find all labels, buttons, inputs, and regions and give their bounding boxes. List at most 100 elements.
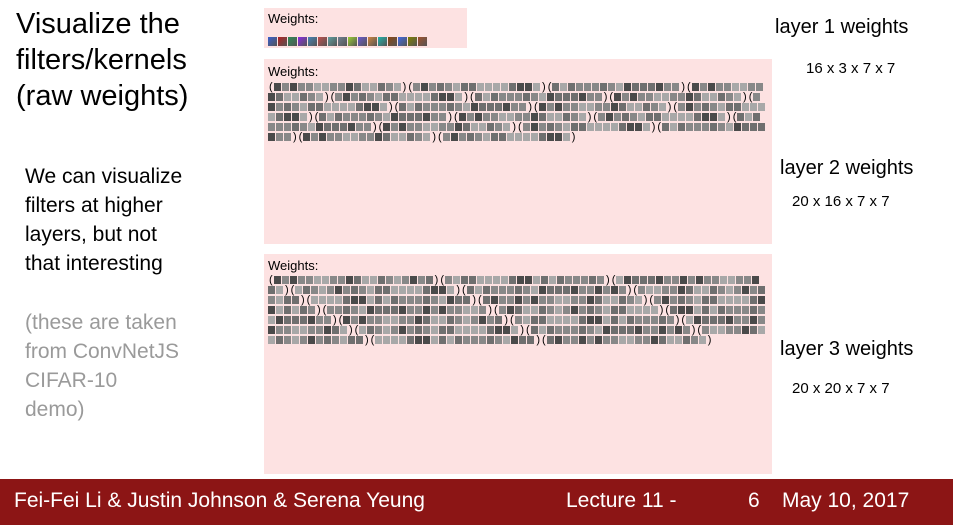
- layer3-kernel-thumbnail: [686, 286, 694, 294]
- layer3-kernel-thumbnail: [332, 326, 339, 334]
- layer3-kernel-thumbnail: [361, 276, 369, 284]
- layer3-kernel-thumbnail: [610, 336, 618, 344]
- layer2-kernel-thumbnail: [375, 93, 383, 101]
- layer2-kernel-thumbnail: [503, 123, 511, 131]
- layer2-kernel-thumbnail: [758, 123, 766, 131]
- layer2-kernel-thumbnail: [664, 83, 672, 91]
- layer2-kernel-thumbnail: [458, 133, 466, 141]
- layer1-dims-label: 16 x 3 x 7 x 7: [806, 60, 896, 77]
- layer2-kernel-thumbnail: [686, 123, 694, 131]
- layer3-kernel-thumbnail: [343, 316, 351, 324]
- layer3-kernel-thumbnail: [514, 296, 522, 304]
- layer2-kernel-thumbnail: [726, 93, 734, 101]
- layer3-filter-close-paren: ): [536, 334, 541, 346]
- layer2-kernel-thumbnail: [423, 103, 431, 111]
- layer3-kernel-thumbnail: [343, 306, 351, 314]
- layer3-kernel-thumbnail: [415, 296, 423, 304]
- layer2-kernel-thumbnail: [614, 113, 622, 121]
- layer2-kernel-thumbnail: [455, 93, 463, 101]
- layer2-kernel-thumbnail: [399, 133, 407, 141]
- layer2-kernel-thumbnail: [610, 123, 618, 131]
- layer2-kernel-thumbnail: [276, 113, 283, 121]
- layer3-kernel-thumbnail: [300, 306, 307, 314]
- layer2-kernel-thumbnail: [445, 83, 453, 91]
- layer3-kernel-thumbnail: [530, 306, 538, 314]
- layer3-kernel-thumbnail: [758, 296, 766, 304]
- layer3-kernel-thumbnail: [268, 326, 275, 334]
- layer2-kernel-thumbnail: [678, 113, 686, 121]
- layer2-kernel-thumbnail: [415, 103, 423, 111]
- layer3-kernel-thumbnail: [281, 276, 289, 284]
- layer2-kernel-thumbnail: [546, 103, 554, 111]
- layer2-kernel-thumbnail: [658, 103, 666, 111]
- layer3-kernel-thumbnail: [455, 326, 463, 334]
- layer3-kernel-thumbnail: [487, 326, 495, 334]
- layer3-kernel-thumbnail: [327, 306, 335, 314]
- layer3-kernel-thumbnail: [546, 286, 554, 294]
- layer3-kernel-thumbnail: [734, 296, 742, 304]
- layer3-kernel-thumbnail: [463, 296, 471, 304]
- layer2-kernel-thumbnail: [642, 103, 650, 111]
- layer1-filter-thumbnail: [388, 37, 397, 46]
- layer3-kernel-thumbnail: [399, 336, 407, 344]
- layer2-kernel-thumbnail: [351, 113, 359, 121]
- layer3-kernel-thumbnail: [506, 296, 514, 304]
- layer2-kernel-thumbnail: [554, 123, 562, 131]
- layer3-kernel-thumbnail: [409, 276, 417, 284]
- layer3-kernel-thumbnail: [726, 326, 734, 334]
- layer2-kernel-thumbnail: [522, 93, 530, 101]
- layer3-kernel-thumbnail: [616, 276, 624, 284]
- layer3-kernel-thumbnail: [268, 296, 275, 304]
- layer3-kernel-thumbnail: [455, 296, 463, 304]
- layer3-filter-close-paren: ): [606, 274, 610, 286]
- layer3-side-label: layer 3 weights: [780, 338, 914, 360]
- layer2-kernel-thumbnail: [670, 113, 678, 121]
- layer3-kernel-thumbnail: [423, 296, 431, 304]
- layer2-kernel-thumbnail: [276, 123, 283, 131]
- layer3-kernel-thumbnail: [674, 326, 682, 334]
- layer2-kernel-thumbnail: [506, 133, 514, 141]
- layer2-kernel-thumbnail: [694, 123, 702, 131]
- layer3-kernel-thumbnail: [268, 306, 275, 314]
- footer-bar: Fei-Fei Li & Justin Johnson & Serena Yeu…: [0, 479, 953, 525]
- layer2-kernel-thumbnail: [594, 93, 602, 101]
- layer2-kernel-thumbnail: [638, 93, 646, 101]
- layer3-kernel-thumbnail: [570, 296, 578, 304]
- layer3-kernel-thumbnail: [662, 286, 670, 294]
- layer3-kernel-thumbnail: [586, 336, 594, 344]
- layer2-kernel-thumbnail: [383, 93, 391, 101]
- layer3-filter-open-paren: (: [510, 314, 514, 326]
- layer2-kernel-thumbnail: [273, 83, 281, 91]
- layer3-kernel-thumbnail: [670, 296, 678, 304]
- layer3-kernel-thumbnail: [377, 276, 385, 284]
- layer3-kernel-thumbnail: [391, 286, 399, 294]
- layer3-kernel-thumbnail: [586, 296, 594, 304]
- layer2-filter-open-paren: (: [314, 111, 319, 123]
- layer2-kernel-thumbnail: [718, 93, 726, 101]
- layer2-kernel-thumbnail: [522, 123, 530, 131]
- layer3-kernel-thumbnail: [554, 306, 562, 314]
- layer2-kernel-thumbnail: [482, 93, 490, 101]
- layer3-filter-open-paren: (: [649, 294, 654, 306]
- layer2-filter-open-paren: (: [657, 121, 662, 133]
- layer2-kernel-thumbnail: [316, 103, 323, 111]
- layer2-kernel-thumbnail: [407, 103, 415, 111]
- layer3-kernel-thumbnail: [634, 326, 642, 334]
- layer2-kernel-thumbnail: [678, 93, 686, 101]
- layer3-kernel-thumbnail: [650, 316, 658, 324]
- layer3-kernel-thumbnail: [447, 306, 455, 314]
- layer3-kernel-thumbnail: [327, 286, 335, 294]
- layer2-filter-close-paren: ): [389, 101, 393, 113]
- layer2-filter-open-paren: (: [673, 101, 678, 113]
- layer2-kernel-thumbnail: [662, 93, 670, 101]
- layer3-kernel-thumbnail: [292, 326, 299, 334]
- layer3-kernel-thumbnail: [586, 286, 594, 294]
- layer2-kernel-thumbnail: [407, 93, 415, 101]
- layer1-weights-heading: Weights:: [268, 11, 319, 26]
- layer2-kernel-thumbnail: [359, 113, 367, 121]
- layer3-weights-heading: Weights:: [268, 258, 319, 273]
- layer2-kernel-thumbnail: [407, 113, 415, 121]
- slide-title: Visualize the filters/kernels (raw weigh…: [16, 8, 189, 112]
- layer3-kernel-thumbnail: [642, 326, 650, 334]
- layer3-kernel-thumbnail: [522, 286, 530, 294]
